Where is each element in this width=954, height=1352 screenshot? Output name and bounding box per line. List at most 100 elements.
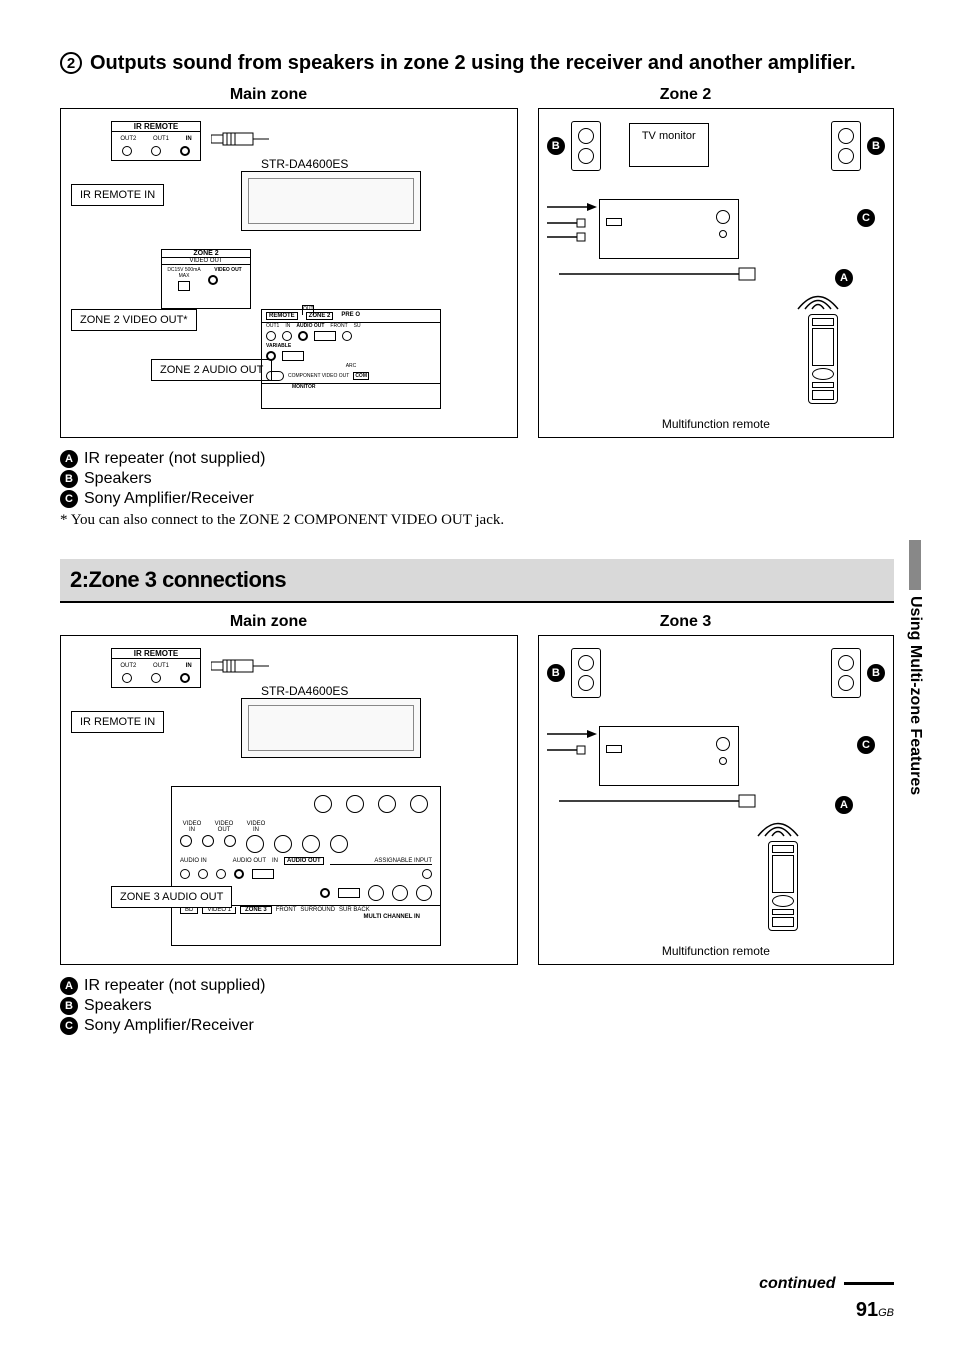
zone2-out-panel: ZONE 2 VIDEO OUT DC15V 500mA MAX VIDEO O…	[161, 249, 251, 309]
continued-indicator: continued	[759, 1275, 894, 1293]
rca-jack	[392, 885, 408, 901]
rca-jack	[330, 835, 348, 853]
rca-jack	[378, 795, 396, 813]
wireless-icon-2	[753, 811, 803, 841]
rca-jack	[180, 869, 190, 879]
rca-pair-icon	[282, 351, 304, 361]
ir-port-out1-label: OUT1	[153, 136, 169, 142]
zone2-label: Zone 2	[477, 86, 894, 104]
amp-slot-icon	[606, 745, 622, 753]
main-zone-label: Main zone	[60, 86, 477, 104]
zone2-panel-title: ZONE 2	[162, 250, 250, 258]
assignable-label: ASSIGNABLE INPUT	[330, 858, 432, 865]
ir-jack	[122, 673, 132, 683]
rca-jack	[216, 869, 226, 879]
legend-c-text: Sony Amplifier/Receiver	[84, 490, 254, 508]
receiver-front-icon	[241, 171, 421, 231]
amplifier-icon-2	[599, 726, 739, 786]
cable-arrow-icon	[547, 197, 597, 247]
ir-cable-icon-2	[559, 791, 759, 811]
ir-port-out1-label-2: OUT1	[153, 663, 169, 669]
ir-cable-icon	[559, 264, 759, 284]
legend-row: A IR repeater (not supplied)	[60, 450, 894, 468]
heading-text: Outputs sound from speakers in zone 2 us…	[90, 50, 856, 76]
rca-jack	[282, 331, 292, 341]
continued-text: continued	[759, 1275, 835, 1292]
badge-b-icon: B	[60, 470, 78, 488]
model-label-2: STR-DA4600ES	[261, 684, 348, 698]
surback-label: SUR BACK	[339, 907, 370, 913]
model-label: STR-DA4600ES	[261, 157, 348, 171]
rca-jack	[224, 835, 236, 847]
back-audioout-label: AUDIO OUT	[296, 323, 324, 329]
main-zone-box-1: IR REMOTE OUT2 OUT1 IN	[60, 108, 518, 438]
legend-row: C Sony Amplifier/Receiver	[60, 490, 894, 508]
badge-b-icon: B	[867, 664, 885, 682]
legend2-a-text: IR repeater (not supplied)	[84, 977, 265, 995]
zone3-audio-out-label: ZONE 3 AUDIO OUT	[111, 886, 232, 908]
speaker-icon	[831, 648, 861, 698]
video-in-label: VIDEO IN	[244, 821, 268, 833]
rca-jack	[314, 795, 332, 813]
rca-jack	[202, 835, 214, 847]
surround-label: SURROUND	[300, 907, 335, 913]
out-tab-label: OUT	[303, 306, 313, 312]
rca-jack-bold	[266, 351, 276, 361]
rca-jack	[198, 869, 208, 879]
badge-a-icon: A	[60, 450, 78, 468]
badge-b-icon: B	[547, 137, 565, 155]
ir-jack	[151, 146, 161, 156]
wireless-icon	[793, 284, 843, 314]
main-zone-box-2: IR REMOTE OUT2 OUT1 IN	[60, 635, 518, 965]
ir-port-out2-label: OUT2	[120, 136, 136, 142]
badge-c-icon: C	[857, 736, 875, 754]
video-out-jack	[208, 275, 218, 285]
ir-remote-in-label: IR REMOTE IN	[71, 184, 164, 206]
zone3-label: Zone 3	[477, 613, 894, 631]
badge-c-icon: C	[60, 1017, 78, 1035]
zone2-vout-label: VIDEO OUT	[208, 267, 248, 273]
out-tab: OUT	[302, 305, 314, 315]
badge-a-icon: A	[60, 977, 78, 995]
tv-monitor-label: TV monitor	[642, 130, 696, 142]
amplifier-icon	[599, 199, 739, 259]
ir-jack	[151, 673, 161, 683]
speaker-icon	[571, 648, 601, 698]
remote-control-icon-2	[768, 841, 798, 931]
dc-jack-icon	[178, 281, 190, 291]
back-preo-label: PRE O	[341, 312, 360, 320]
multichannel-label: MULTI CHANNEL IN	[172, 914, 440, 920]
rca-jack	[410, 795, 428, 813]
multifn-remote-label: Multifunction remote	[662, 417, 770, 431]
amp-knob2-icon	[719, 230, 727, 238]
receiver-front-icon-2	[241, 698, 421, 758]
ir-remote-title: IR REMOTE	[112, 122, 200, 132]
rca-jack-bold	[234, 869, 244, 879]
ir-remote-in-label-2: IR REMOTE IN	[71, 711, 164, 733]
rca-pair-icon	[252, 869, 274, 879]
diagram-2: IR REMOTE OUT2 OUT1 IN	[60, 635, 894, 965]
page-number: 91GB	[856, 1299, 894, 1322]
speaker-icon	[571, 121, 601, 171]
ir-jack-in	[180, 146, 190, 156]
legend1-footnote: * You can also connect to the ZONE 2 COM…	[60, 512, 894, 529]
tv-monitor-box: TV monitor	[629, 123, 709, 167]
badge-a-icon: A	[835, 796, 853, 814]
main-zone-label-2: Main zone	[60, 613, 477, 631]
receiver-back-panel-2: VIDEO IN VIDEO OUT VIDEO IN	[171, 786, 441, 946]
zone2-video-out-label: ZONE 2 VIDEO OUT*	[71, 309, 197, 331]
legend-1: A IR repeater (not supplied) B Speakers …	[60, 450, 894, 529]
ir-emitter-icon	[211, 129, 271, 149]
side-tab-bar-icon	[909, 540, 921, 590]
ir-emitter-icon-2	[211, 656, 271, 676]
receiver-back-panel: OUT REMOTE ZONE 2 PRE O OUT1 IN AUDIO OU…	[261, 309, 441, 409]
rca-jack	[422, 869, 432, 879]
audio-out-label: AUDIO OUT	[233, 858, 266, 864]
legend2-c-text: Sony Amplifier/Receiver	[84, 1017, 254, 1035]
legend-2: A IR repeater (not supplied) B Speakers …	[60, 977, 894, 1035]
front-label: FRONT	[276, 907, 297, 913]
legend-a-text: IR repeater (not supplied)	[84, 450, 265, 468]
multifn-remote-label-2: Multifunction remote	[662, 944, 770, 958]
ir-jack	[122, 146, 132, 156]
legend2-b-text: Speakers	[84, 997, 152, 1015]
